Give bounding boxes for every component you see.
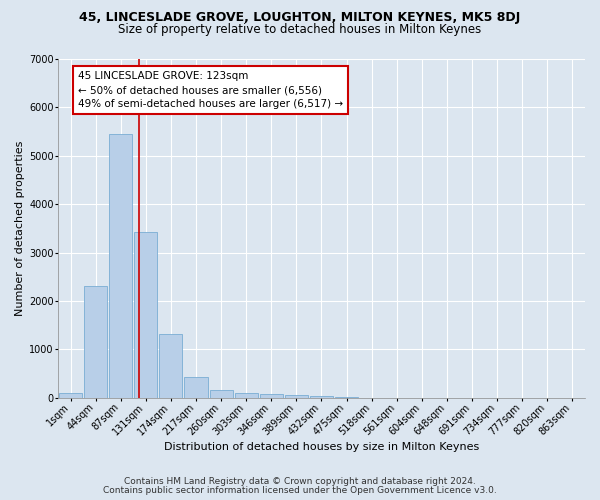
Bar: [84, 286, 107, 398]
Bar: [209, 390, 233, 398]
Text: 45 LINCESLADE GROVE: 123sqm
← 50% of detached houses are smaller (6,556)
49% of : 45 LINCESLADE GROVE: 123sqm ← 50% of det…: [78, 71, 343, 109]
X-axis label: Distribution of detached houses by size in Milton Keynes: Distribution of detached houses by size …: [164, 442, 479, 452]
Bar: [134, 232, 157, 398]
Bar: [109, 134, 132, 398]
Bar: [59, 393, 82, 398]
Y-axis label: Number of detached properties: Number of detached properties: [15, 140, 25, 316]
Bar: [310, 396, 333, 398]
Text: Contains HM Land Registry data © Crown copyright and database right 2024.: Contains HM Land Registry data © Crown c…: [124, 477, 476, 486]
Bar: [160, 334, 182, 398]
Text: Size of property relative to detached houses in Milton Keynes: Size of property relative to detached ho…: [118, 23, 482, 36]
Bar: [285, 396, 308, 398]
Bar: [260, 394, 283, 398]
Bar: [184, 377, 208, 398]
Text: 45, LINCESLADE GROVE, LOUGHTON, MILTON KEYNES, MK5 8DJ: 45, LINCESLADE GROVE, LOUGHTON, MILTON K…: [79, 11, 521, 24]
Text: Contains public sector information licensed under the Open Government Licence v3: Contains public sector information licen…: [103, 486, 497, 495]
Bar: [235, 394, 258, 398]
